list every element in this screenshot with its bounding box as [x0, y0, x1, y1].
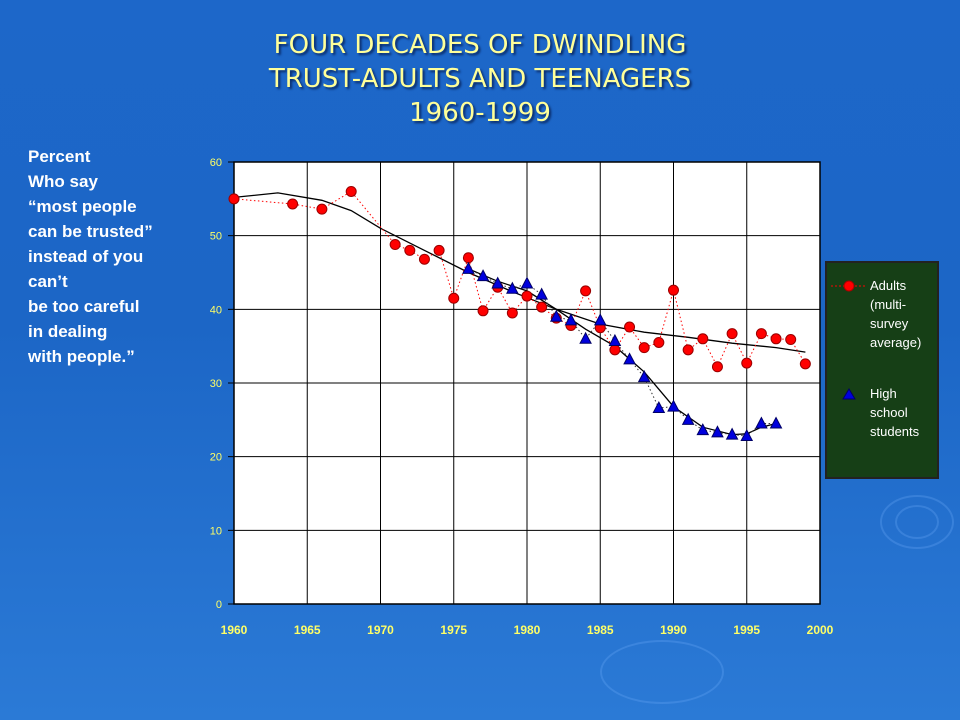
caption-line: Who say	[28, 172, 98, 191]
x-tick-label: 1985	[587, 623, 614, 637]
ripple-decoration	[895, 505, 939, 539]
adults-data-point	[345, 185, 357, 197]
ripple-decoration	[880, 495, 954, 549]
students-data-point	[506, 281, 519, 294]
adults-data-point	[682, 344, 694, 356]
adults-data-point	[316, 203, 328, 215]
axis-ticks: 1960 1965 1970 1975 1980 1985 1990 1995 2000 0 10 2…	[210, 157, 834, 637]
adults-data-point	[741, 357, 753, 369]
caption-line: “most people	[28, 197, 137, 216]
caption-line: can’t	[28, 272, 68, 291]
adults-data-point	[462, 252, 474, 264]
y-tick-label: 20	[210, 452, 222, 464]
y-tick-label: 60	[210, 157, 222, 169]
adults-data-point	[609, 344, 621, 356]
slide-title: FOUR DECADES OF DWINDLING TRUST-ADULTS A…	[0, 28, 960, 130]
caption-line: with people.”	[28, 347, 135, 366]
adults-data-point	[624, 321, 636, 333]
students-data-point	[755, 416, 768, 429]
adults-data-point	[536, 301, 548, 313]
students-data-point	[681, 412, 695, 425]
y-tick-label: 0	[216, 599, 222, 611]
caption-line: be too careful	[28, 297, 140, 316]
adults-data-point	[638, 342, 650, 354]
x-tick-label: 1980	[514, 623, 541, 637]
y-tick-label: 40	[210, 304, 222, 316]
x-tick-label: 1990	[660, 623, 687, 637]
title-line: FOUR DECADES OF DWINDLING	[273, 30, 687, 60]
students-data-point	[535, 287, 548, 300]
legend-students-marker	[842, 388, 856, 400]
caption-line: instead of you	[28, 247, 144, 266]
adults-data-point	[755, 328, 767, 340]
students-data-point	[593, 313, 607, 326]
students-data-point	[711, 425, 724, 438]
series-connector-line	[233, 190, 806, 368]
students-data-point	[696, 423, 710, 436]
students-data-point	[667, 399, 680, 412]
students-data-point	[637, 370, 651, 383]
adults-data-point	[521, 290, 533, 302]
adults-data-point	[506, 307, 518, 319]
x-tick-label: 1970	[367, 623, 394, 637]
students-data-point	[740, 428, 754, 442]
students-data-point	[652, 400, 666, 414]
caption-line: can be trusted”	[28, 222, 153, 241]
x-tick-label: 1975	[440, 623, 467, 637]
students-data-point	[462, 261, 475, 274]
adults-data-point	[418, 253, 430, 265]
adults-data-point	[653, 336, 665, 348]
students-data-point	[608, 333, 622, 347]
students-data-point	[520, 276, 534, 289]
x-tick-label: 1995	[733, 623, 760, 637]
legend-students-label: High school students	[870, 386, 920, 439]
title-line: TRUST-ADULTS AND TEENAGERS	[268, 64, 692, 94]
adults-data-point	[389, 239, 401, 251]
grid-lines	[228, 161, 821, 605]
adults-data-point	[228, 193, 240, 205]
adults-data-point	[580, 285, 592, 297]
y-tick-label: 30	[210, 378, 222, 390]
ripple-decoration	[600, 640, 724, 704]
legend-adults-marker	[843, 280, 855, 292]
y-tick-label: 10	[210, 525, 222, 537]
caption-line: in dealing	[28, 322, 108, 341]
x-tick-label: 2000	[807, 623, 834, 637]
title-line: 1960-1999	[409, 98, 551, 128]
legend: Adults (multi- survey average) High scho…	[825, 261, 939, 479]
adults-data-point	[726, 328, 738, 340]
y-tick-label: 50	[210, 231, 222, 243]
adults-data-point	[711, 361, 723, 373]
adults-data-point	[404, 244, 416, 256]
data-series	[228, 185, 811, 442]
adults-data-point	[785, 334, 797, 346]
adults-data-point	[448, 292, 460, 304]
caption-line: Percent	[28, 147, 91, 166]
students-data-point	[491, 276, 505, 289]
students-data-point	[769, 416, 783, 429]
adults-data-point	[799, 358, 811, 370]
adults-data-point	[433, 244, 445, 256]
y-axis-caption: Percent Who say “most people can be trus…	[28, 144, 218, 369]
adults-data-point	[697, 333, 709, 345]
students-data-point	[564, 313, 578, 326]
students-data-point	[549, 309, 563, 322]
legend-box	[825, 261, 939, 479]
adults-data-point	[668, 284, 679, 296]
x-tick-label: 1965	[294, 623, 321, 637]
adults-data-point	[287, 198, 299, 210]
students-data-point	[476, 269, 490, 282]
students-data-point	[725, 427, 739, 440]
adults-data-point	[477, 305, 489, 317]
students-data-point	[623, 352, 636, 365]
x-tick-label: 1960	[221, 623, 248, 637]
legend-adults-label: Adults (multi- survey average)	[870, 278, 921, 350]
adults-data-point	[770, 333, 782, 345]
students-data-point	[579, 331, 592, 344]
series-connector-line	[468, 268, 777, 437]
